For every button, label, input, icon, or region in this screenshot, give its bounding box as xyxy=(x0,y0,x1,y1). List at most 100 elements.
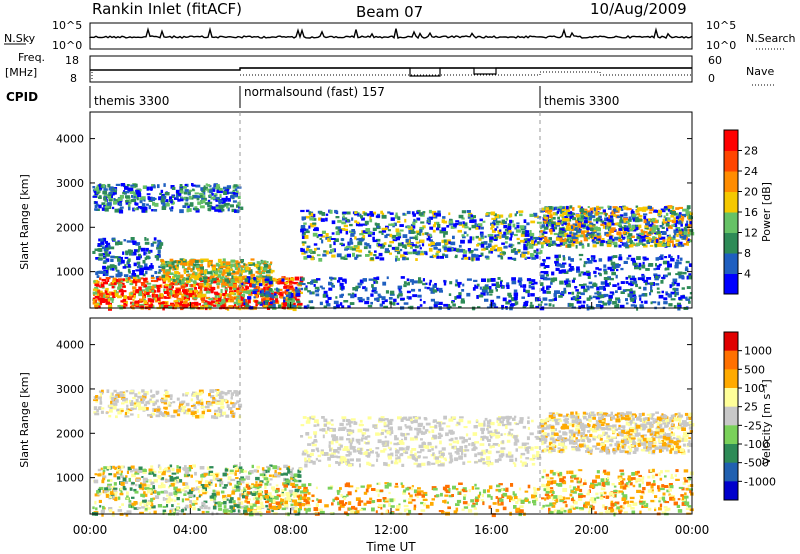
echo-cell xyxy=(589,222,594,226)
echo-cell xyxy=(263,305,267,308)
echo-cell xyxy=(192,295,195,298)
echo-cell xyxy=(524,300,529,304)
echo-cell xyxy=(132,270,135,274)
echo-cell xyxy=(681,231,686,235)
echo-cell xyxy=(203,276,208,280)
echo-cell xyxy=(666,217,671,221)
echo-cell xyxy=(416,217,421,221)
echo-cell xyxy=(133,191,136,195)
echo-cell xyxy=(628,216,632,220)
echo-cell xyxy=(198,399,202,403)
echo-cell xyxy=(653,273,658,277)
echo-cell xyxy=(342,215,345,219)
echo-cell xyxy=(452,235,455,240)
echo-cell xyxy=(249,283,252,287)
echo-cell xyxy=(548,209,553,213)
echo-cell xyxy=(208,261,211,266)
echo-cell xyxy=(297,284,302,287)
echo-cell xyxy=(464,226,469,229)
echo-cell xyxy=(353,293,357,298)
echo-cell xyxy=(261,271,266,275)
echo-cell xyxy=(269,483,272,486)
echo-cell xyxy=(111,512,115,517)
echo-cell xyxy=(145,401,148,404)
echo-cell xyxy=(577,222,581,227)
echo-cell xyxy=(182,482,187,486)
echo-cell xyxy=(558,233,563,237)
echo-cell xyxy=(643,244,648,248)
echo-cell xyxy=(287,468,291,473)
echo-cell xyxy=(99,397,102,402)
echo-cell xyxy=(546,286,549,290)
echo-cell xyxy=(429,255,434,258)
echo-cell xyxy=(280,302,284,306)
echo-cell xyxy=(151,209,154,212)
echo-cell xyxy=(157,239,162,243)
echo-cell xyxy=(231,208,237,213)
echo-cell xyxy=(361,298,365,301)
echo-cell xyxy=(161,277,165,280)
echo-cell xyxy=(156,408,160,412)
echo-cell xyxy=(537,216,542,219)
echo-cell xyxy=(206,184,211,187)
echo-cell xyxy=(533,249,537,254)
echo-cell xyxy=(407,296,412,300)
echo-cell xyxy=(579,210,584,214)
echo-cell xyxy=(304,287,308,291)
echo-cell xyxy=(387,229,391,232)
echo-cell xyxy=(466,278,472,281)
echo-cell xyxy=(663,221,668,224)
echo-cell xyxy=(610,215,614,220)
echo-cell xyxy=(189,278,193,282)
echo-cell xyxy=(201,501,206,506)
echo-cell xyxy=(625,281,629,284)
echo-cell xyxy=(470,214,474,218)
echo-cell xyxy=(631,275,635,279)
echo-cell xyxy=(101,252,106,256)
echo-cell xyxy=(673,244,677,248)
echo-cell xyxy=(176,465,179,469)
echo-cell xyxy=(616,222,622,226)
echo-cell xyxy=(113,482,117,486)
echo-cell xyxy=(347,305,351,309)
echo-cell xyxy=(627,218,631,222)
echo-cell xyxy=(268,288,273,292)
echo-cell xyxy=(631,235,635,238)
echo-cell xyxy=(265,504,268,508)
echo-cell xyxy=(194,502,198,505)
echo-cell xyxy=(596,291,600,294)
echo-cell xyxy=(231,486,237,490)
echo-cell xyxy=(150,263,153,267)
echo-cell xyxy=(618,228,623,231)
echo-cell xyxy=(649,292,652,296)
echo-cell xyxy=(123,295,127,300)
echo-cell xyxy=(309,223,313,226)
echo-cell xyxy=(644,282,648,286)
echo-cell xyxy=(200,276,205,281)
echo-cell xyxy=(129,275,133,279)
echo-cell xyxy=(181,296,187,300)
echo-cell xyxy=(656,291,661,294)
echo-cell xyxy=(571,291,575,295)
echo-cell xyxy=(136,196,139,201)
echo-cell xyxy=(120,490,123,495)
echo-cell xyxy=(179,184,183,188)
echo-cell xyxy=(676,233,679,238)
echo-cell xyxy=(481,248,486,251)
echo-cell xyxy=(418,212,423,216)
echo-cell xyxy=(109,195,113,198)
echo-cell xyxy=(343,224,348,228)
echo-cell xyxy=(582,300,586,304)
echo-cell xyxy=(600,223,605,226)
echo-cell xyxy=(131,400,134,404)
echo-cell xyxy=(319,210,323,215)
echo-cell xyxy=(217,209,223,213)
echo-cell xyxy=(615,222,619,225)
echo-cell xyxy=(171,285,174,289)
echo-cell xyxy=(618,256,623,261)
echo-cell xyxy=(317,288,320,291)
echo-cell xyxy=(217,392,222,396)
echo-cell xyxy=(565,278,569,282)
echo-cell xyxy=(406,278,410,282)
echo-cell xyxy=(150,497,154,502)
